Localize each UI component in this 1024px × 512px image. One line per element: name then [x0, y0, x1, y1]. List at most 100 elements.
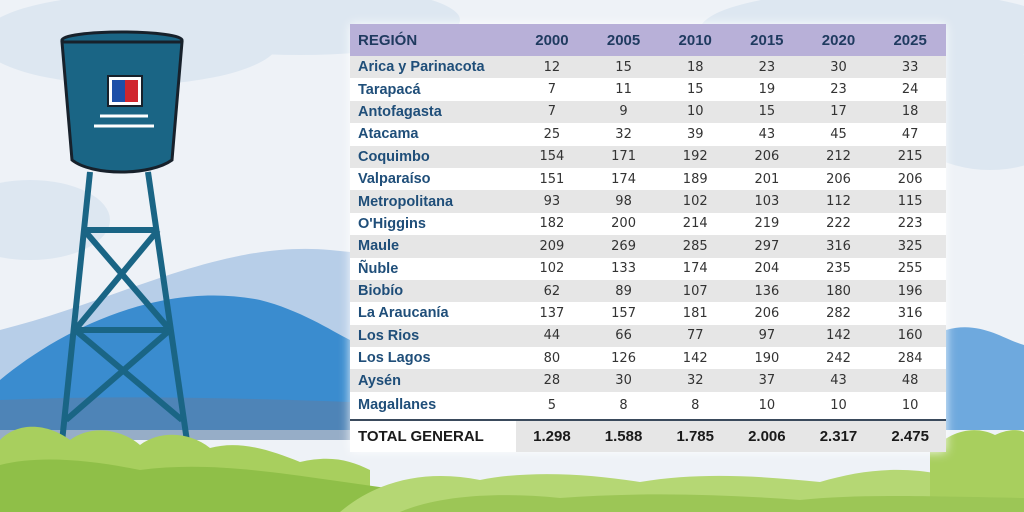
region-name-cell: Los Rios [358, 327, 420, 344]
region-name-cell: Magallanes [358, 397, 437, 414]
region-name-cell: La Araucanía [358, 305, 449, 322]
value-cell: 209 [539, 238, 565, 254]
table-row: Magallanes 5 8 8 10 10 10 [350, 391, 946, 420]
value-cell: 206 [826, 171, 851, 187]
value-cell: 206 [754, 305, 780, 321]
value-cell: 200 [611, 216, 636, 232]
value-cell: 142 [682, 350, 708, 366]
value-cell: 43 [758, 126, 776, 142]
value-cell: 44 [543, 328, 561, 344]
value-cell: 32 [686, 373, 704, 389]
value-cell: 137 [539, 305, 565, 321]
value-cell: 190 [754, 350, 780, 366]
total-value-cell: 1.785 [659, 419, 732, 452]
value-cell: 316 [897, 305, 923, 321]
value-cell: 62 [543, 283, 561, 299]
value-cell: 297 [754, 238, 780, 254]
value-cell: 98 [615, 194, 632, 210]
value-cell: 219 [754, 216, 780, 232]
value-cell: 93 [543, 194, 561, 210]
value-cell: 7 [547, 82, 557, 98]
value-cell: 102 [682, 194, 708, 210]
value-cell: 30 [830, 59, 847, 75]
value-cell: 24 [901, 82, 919, 98]
value-cell: 192 [682, 149, 708, 165]
value-cell: 284 [897, 350, 923, 366]
table-row: La Araucanía 137 157 181 206 282 316 [350, 302, 946, 325]
table-row: Valparaíso 151 174 189 201 206 206 [350, 167, 946, 191]
total-value-cell: 2.006 [731, 419, 803, 452]
value-cell: 151 [539, 171, 565, 187]
column-header-region: REGIÓN [358, 31, 418, 49]
value-cell: 180 [826, 283, 851, 299]
region-name-cell: Ñuble [358, 260, 399, 277]
table-body: Arica y Parinacota 12 15 18 23 30 33 Tarapacá 7 1… [350, 56, 946, 420]
value-cell: 255 [897, 261, 923, 277]
value-cell: 19 [758, 82, 776, 98]
total-value-cell: 1.588 [587, 419, 660, 452]
value-cell: 48 [901, 373, 919, 389]
table-row: Los Rios 44 66 77 97 142 160 [350, 324, 946, 348]
value-cell: 157 [611, 305, 636, 321]
table-row: Aysén 28 30 32 37 43 48 [350, 369, 946, 392]
grass-bushes [0, 426, 1024, 512]
value-cell: 214 [682, 216, 708, 232]
value-cell: 196 [897, 283, 923, 299]
value-cell: 80 [543, 350, 561, 366]
value-cell: 136 [754, 283, 780, 299]
total-value-cell: 2.475 [874, 419, 946, 452]
region-name-cell: Valparaíso [358, 171, 431, 188]
region-name-cell: Arica y Parinacota [358, 59, 485, 76]
total-label: TOTAL GENERAL [358, 427, 484, 445]
value-cell: 126 [611, 350, 636, 366]
value-cell: 285 [682, 238, 708, 254]
value-cell: 112 [826, 194, 851, 210]
total-value-cell: 2.317 [802, 419, 875, 452]
value-cell: 269 [611, 238, 636, 254]
value-cell: 43 [830, 373, 847, 389]
region-name-cell: Aysén [358, 372, 401, 389]
value-cell: 5 [547, 397, 557, 413]
column-header-year: 2010 [678, 31, 712, 49]
value-cell: 9 [619, 104, 628, 120]
value-cell: 242 [826, 350, 851, 366]
column-header-year: 2000 [535, 31, 569, 49]
table-row: Antofagasta 7 9 10 15 17 18 [350, 100, 946, 124]
value-cell: 215 [897, 149, 923, 165]
value-cell: 10 [758, 397, 776, 413]
value-cell: 189 [682, 171, 708, 187]
total-value-cell: 1.298 [516, 419, 588, 452]
value-cell: 206 [754, 149, 780, 165]
value-cell: 18 [901, 104, 919, 120]
value-cell: 8 [691, 397, 700, 413]
value-cell: 282 [826, 305, 851, 321]
region-name-cell: O'Higgins [358, 215, 426, 232]
value-cell: 77 [686, 328, 704, 344]
region-name-cell: Tarapacá [358, 81, 421, 98]
table-row: Metropolitana 93 98 102 103 112 115 [350, 190, 946, 213]
region-name-cell: Atacama [358, 126, 419, 143]
value-cell: 115 [897, 194, 923, 210]
region-name-cell: Metropolitana [358, 193, 454, 210]
value-cell: 10 [686, 104, 704, 120]
value-cell: 171 [611, 149, 636, 165]
column-header-year: 2015 [750, 31, 784, 49]
value-cell: 89 [615, 283, 632, 299]
value-cell: 15 [686, 82, 704, 98]
value-cell: 18 [686, 59, 704, 75]
value-cell: 28 [543, 373, 561, 389]
value-cell: 142 [826, 328, 851, 344]
value-cell: 15 [758, 104, 776, 120]
value-cell: 11 [615, 82, 632, 98]
table-row: O'Higgins 182 200 214 219 222 223 [350, 212, 946, 236]
value-cell: 316 [826, 238, 851, 254]
value-cell: 223 [897, 216, 923, 232]
table-row: Tarapacá 7 11 15 19 23 24 [350, 78, 946, 101]
value-cell: 23 [830, 82, 847, 98]
value-cell: 32 [615, 126, 632, 142]
value-cell: 7 [547, 104, 557, 120]
regional-data-table: REGIÓN 2000 2005 2010 2015 2020 2025 Arica y P… [350, 24, 946, 452]
value-cell: 10 [830, 397, 847, 413]
region-name-cell: Los Lagos [358, 350, 431, 367]
value-cell: 12 [543, 59, 561, 75]
